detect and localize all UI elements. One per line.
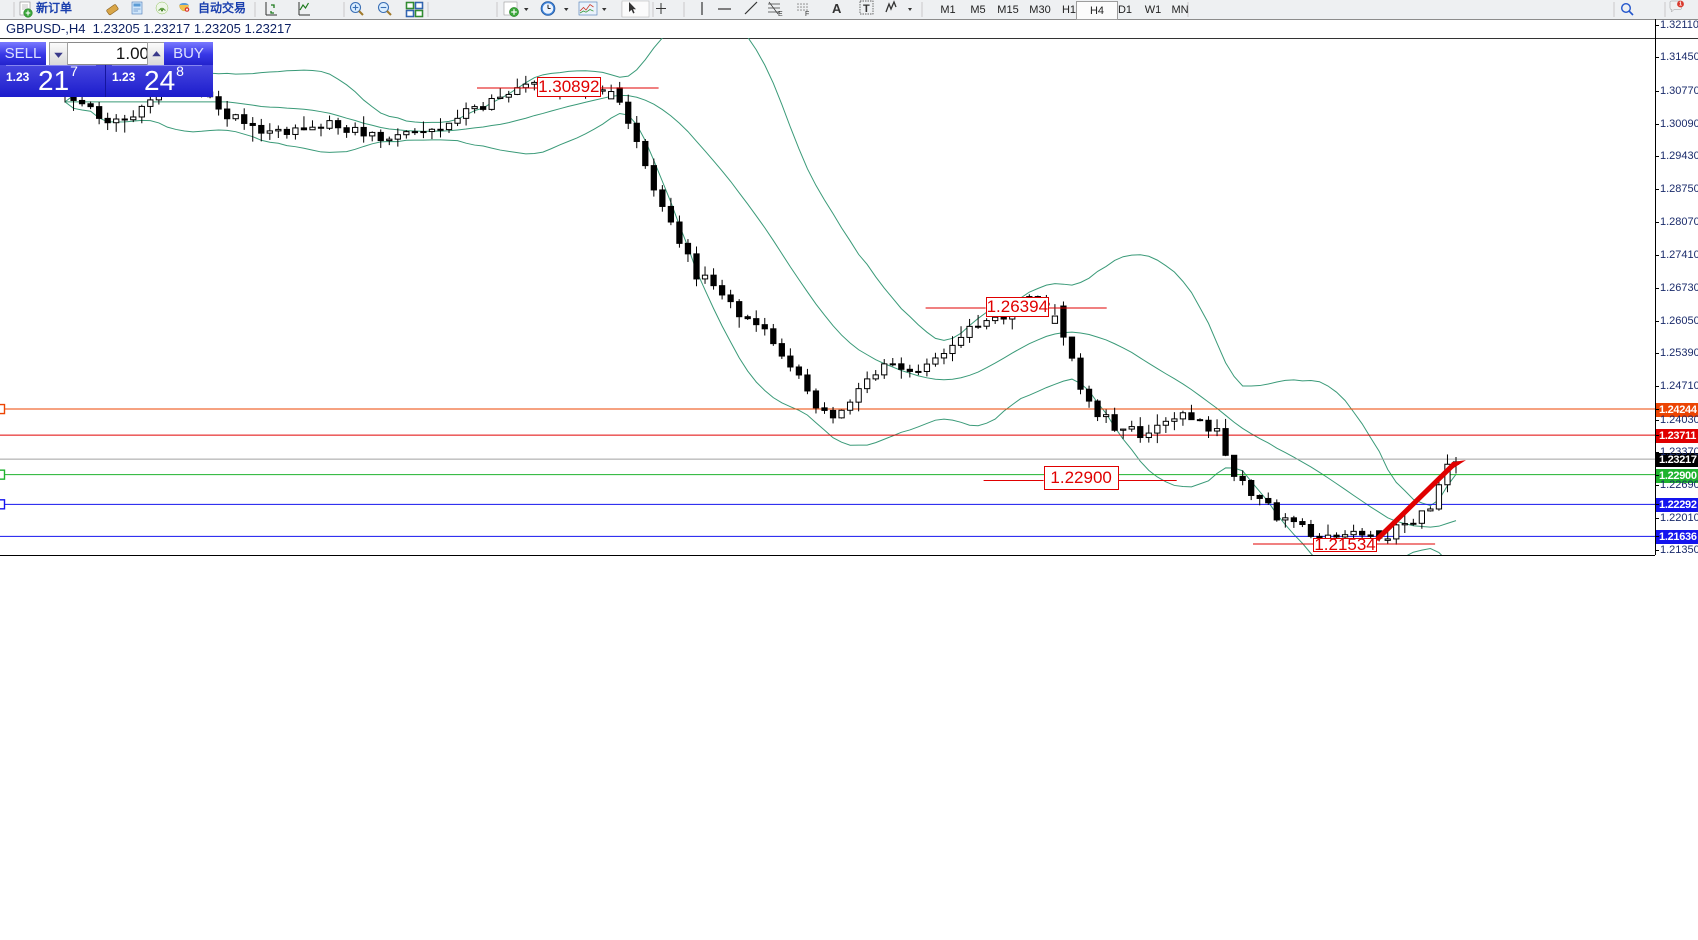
svg-text:A: A — [832, 1, 842, 16]
svg-text:自动交易: 自动交易 — [198, 0, 246, 15]
svg-text:F: F — [805, 11, 809, 18]
svg-text:E: E — [778, 11, 783, 18]
svg-text:新订单: 新订单 — [36, 0, 72, 15]
svg-text:1: 1 — [1679, 2, 1682, 8]
svg-text:T: T — [863, 3, 870, 15]
